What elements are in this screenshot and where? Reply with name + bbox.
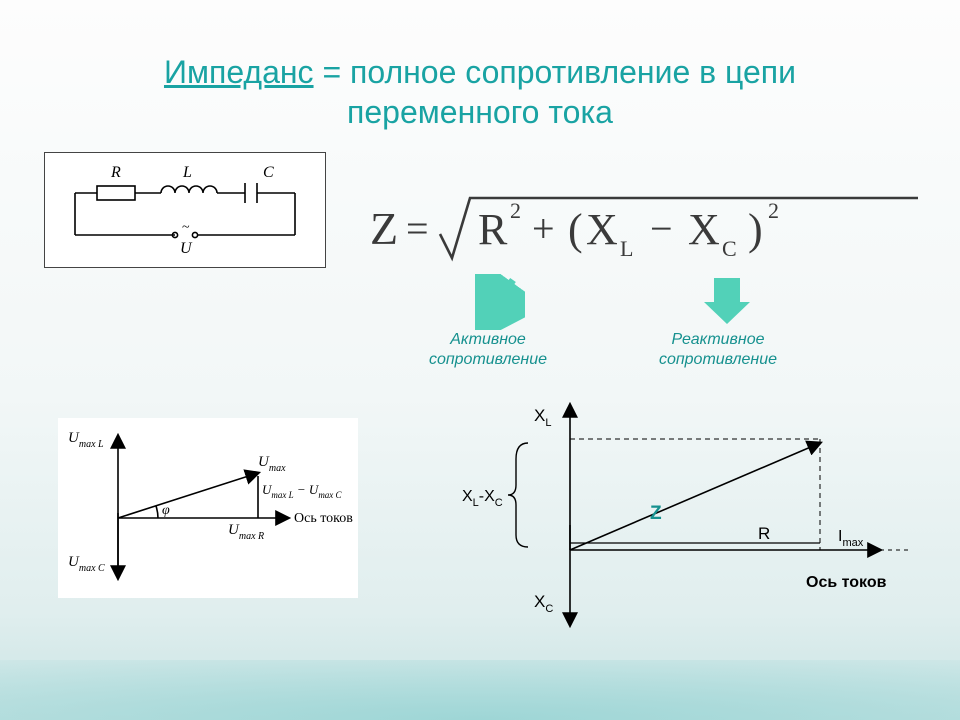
svg-text:): ) — [748, 205, 763, 254]
label-C: C — [263, 164, 274, 181]
svg-text:XC: XC — [534, 592, 553, 615]
axis-label: Ось токов — [806, 574, 887, 591]
svg-text:(: ( — [568, 205, 583, 254]
svg-text:Umax C: Umax C — [68, 554, 105, 574]
formula-XC: X — [688, 205, 720, 254]
arrow-reactive-icon — [700, 274, 754, 330]
rlc-circuit-diagram: R L C ~ U — [44, 152, 326, 268]
formula-Csub: C — [722, 236, 737, 261]
formula-XL: X — [586, 205, 618, 254]
svg-text:Umax R: Umax R — [228, 522, 264, 542]
formula-Z: Z — [370, 203, 398, 254]
svg-text:Ось токов: Ось токов — [294, 511, 353, 526]
reactance-phasor-diagram: XL XC XL-XC Z R Imax Ось токов — [460, 395, 930, 665]
svg-text:Imax: Imax — [838, 528, 864, 549]
formula-Lsub: L — [620, 236, 633, 261]
svg-text:XL-XC: XL-XC — [462, 488, 503, 509]
formula-eq: = — [406, 206, 429, 251]
label-Z: Z — [650, 503, 662, 524]
title-line2: переменного тока — [347, 94, 613, 130]
formula-R-sq: 2 — [510, 198, 521, 223]
svg-text:φ: φ — [162, 503, 170, 518]
title-underlined: Импеданс — [164, 54, 314, 90]
label-U: U — [180, 240, 193, 257]
label-R: R — [758, 524, 770, 543]
slide-title: Импеданс = полное сопротивление в цепи п… — [0, 52, 960, 132]
formula-R: R — [478, 205, 508, 254]
label-R: R — [110, 164, 121, 181]
label-active: Активноесопротивление — [398, 330, 578, 370]
svg-text:XL: XL — [534, 406, 551, 429]
title-rest: = полное сопротивление в цепи — [314, 54, 796, 90]
svg-text:Umax L: Umax L — [68, 430, 104, 450]
label-tilde: ~ — [182, 220, 190, 235]
formula-plus: + — [532, 206, 555, 251]
background-curve — [0, 660, 960, 720]
label-L: L — [182, 164, 192, 181]
formula-paren-sq: 2 — [768, 198, 779, 223]
svg-text:Umax L − Umax C: Umax L − Umax C — [262, 482, 343, 500]
arrow-active-icon — [475, 274, 525, 330]
label-reactive: Реактивноесопротивление — [628, 330, 808, 370]
impedance-formula: Z = R 2 + ( X L − X C ) 2 — [370, 186, 930, 266]
voltage-phasor-diagram: Umax L Umax C Umax Umax L − Umax C Umax … — [58, 418, 358, 598]
formula-minus: − — [650, 206, 673, 251]
svg-text:Umax: Umax — [258, 454, 286, 474]
